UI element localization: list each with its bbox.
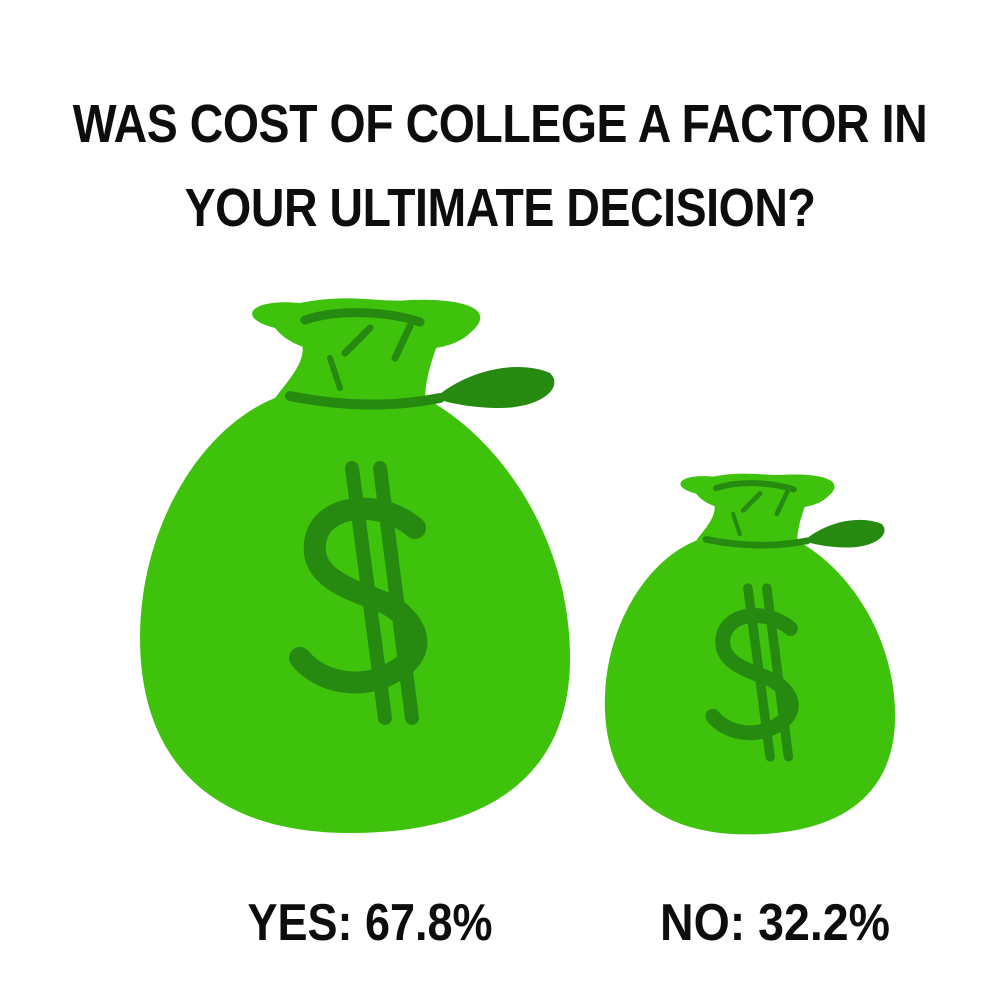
- data-label-yes: YES: 67.8%: [248, 894, 493, 952]
- money-bag-icon: [140, 298, 570, 833]
- chart-title: WAS COST OF COLLEGE A FACTOR IN YOUR ULT…: [70, 82, 930, 250]
- money-bag-icon: [604, 473, 896, 835]
- data-label-no: NO: 32.2%: [660, 894, 890, 952]
- dollar-sign-icon: [705, 583, 799, 762]
- chart-title-line-1: WAS COST OF COLLEGE A FACTOR IN: [72, 94, 928, 154]
- bag-mark-yes: [140, 298, 570, 833]
- chart-title-line-2: YOUR ULTIMATE DECISION?: [184, 178, 816, 238]
- dollar-sign-icon: [289, 461, 428, 725]
- bag-mark-no: [604, 473, 896, 835]
